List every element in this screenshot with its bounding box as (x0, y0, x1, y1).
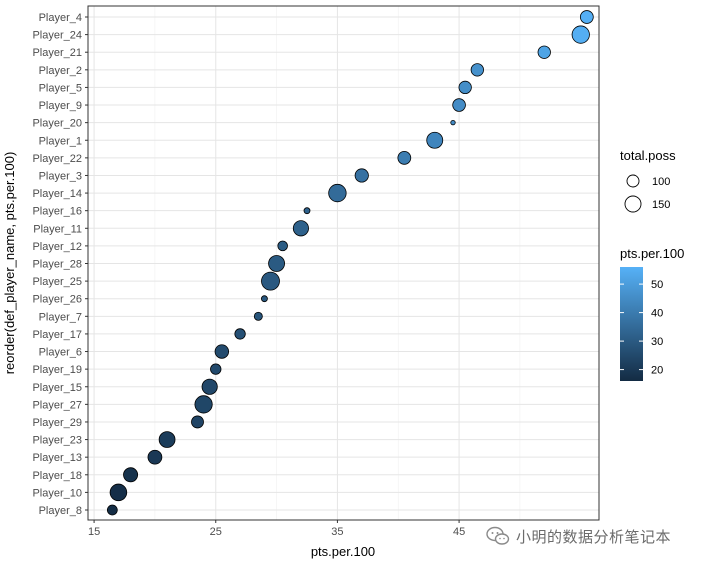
colorbar-label: 20 (651, 365, 663, 377)
y-tick-label: Player_13 (32, 452, 82, 464)
x-tick-label: 15 (88, 526, 100, 538)
y-tick-label: Player_15 (32, 382, 82, 394)
y-tick-label: Player_2 (39, 65, 82, 77)
y-tick-label: Player_3 (39, 170, 82, 182)
point-player-18 (123, 467, 139, 483)
y-tick-label: Player_17 (32, 329, 82, 341)
y-tick-label: Player_6 (39, 347, 82, 359)
x-axis: 15 25 35 45 (88, 520, 465, 538)
size-legend-title: total.poss (620, 148, 676, 163)
points-layer (106, 10, 594, 516)
point-player-27 (194, 395, 213, 414)
color-legend: pts.per.100 20 30 40 50 (620, 246, 684, 381)
y-axis-title: reorder(def_player_name, pts.per.100) (2, 152, 17, 375)
y-tick-label: Player_16 (32, 206, 82, 218)
x-tick-label: 25 (210, 526, 222, 538)
point-player-20 (450, 119, 456, 126)
y-tick-label: Player_23 (32, 435, 82, 447)
watermark: 小明的数据分析笔记本 (486, 523, 696, 549)
y-tick-label: Player_26 (32, 294, 82, 306)
point-player-11 (292, 220, 309, 237)
point-player-23 (158, 431, 176, 448)
point-player-16 (303, 207, 311, 215)
point-player-29 (191, 415, 204, 429)
point-player-10 (109, 483, 128, 502)
x-tick-label: 35 (331, 526, 343, 538)
watermark-text: 小明的数据分析笔记本 (516, 527, 672, 546)
point-player-7 (253, 311, 263, 321)
point-player-28 (268, 255, 285, 272)
y-tick-label: Player_27 (32, 399, 82, 411)
point-player-19 (210, 363, 222, 375)
y-axis: Player_8 Player_10 Player_18 Player_13 Playe… (32, 12, 88, 517)
colorbar-label: 30 (651, 336, 663, 348)
y-tick-label: Player_1 (39, 135, 82, 147)
size-legend-key (626, 174, 640, 188)
colorbar-label: 40 (651, 308, 663, 320)
size-legend-label: 100 (652, 176, 670, 188)
point-player-4 (579, 10, 594, 24)
y-tick-label: Player_12 (32, 241, 82, 253)
size-legend-label: 150 (652, 199, 670, 211)
y-tick-label: Player_8 (39, 505, 82, 517)
y-tick-label: Player_20 (32, 118, 82, 130)
color-legend-title: pts.per.100 (620, 246, 684, 261)
point-player-25 (261, 271, 280, 291)
x-axis-title: pts.per.100 (311, 544, 375, 559)
x-tick-label: 45 (453, 526, 465, 538)
y-tick-label: Player_5 (39, 82, 82, 94)
y-tick-label: Player_25 (32, 276, 82, 288)
y-tick-label: Player_22 (32, 153, 82, 165)
size-legend-key (624, 195, 642, 213)
point-player-1 (426, 131, 444, 149)
point-player-12 (277, 240, 288, 252)
point-player-8 (106, 504, 118, 516)
point-player-13 (147, 449, 163, 465)
point-player-15 (201, 378, 218, 395)
y-tick-label: Player_21 (32, 47, 82, 59)
colorbar (620, 267, 643, 381)
y-tick-label: Player_10 (32, 487, 82, 499)
y-tick-label: Player_11 (33, 223, 82, 235)
point-player-24 (571, 25, 590, 44)
wechat-icon (486, 526, 510, 545)
y-tick-label: Player_4 (39, 12, 82, 24)
point-player-2 (470, 63, 484, 77)
y-tick-label: Player_24 (32, 30, 82, 42)
grid (88, 6, 599, 520)
point-player-14 (328, 183, 347, 203)
point-player-17 (234, 328, 246, 340)
point-player-26 (261, 295, 268, 303)
point-player-3 (354, 168, 369, 183)
colorbar-label: 50 (651, 279, 663, 291)
y-tick-label: Player_29 (32, 417, 82, 429)
point-player-9 (452, 98, 466, 112)
y-tick-label: Player_28 (32, 259, 82, 271)
y-tick-label: Player_19 (32, 364, 82, 376)
point-player-5 (458, 80, 472, 95)
y-tick-label: Player_7 (39, 311, 82, 323)
y-tick-label: Player_9 (39, 100, 82, 112)
size-legend: total.poss 100 150 (620, 148, 676, 213)
point-player-21 (537, 45, 551, 59)
y-tick-label: Player_18 (32, 470, 82, 482)
y-tick-label: Player_14 (32, 188, 82, 200)
point-player-22 (397, 151, 412, 165)
point-player-6 (214, 344, 230, 359)
